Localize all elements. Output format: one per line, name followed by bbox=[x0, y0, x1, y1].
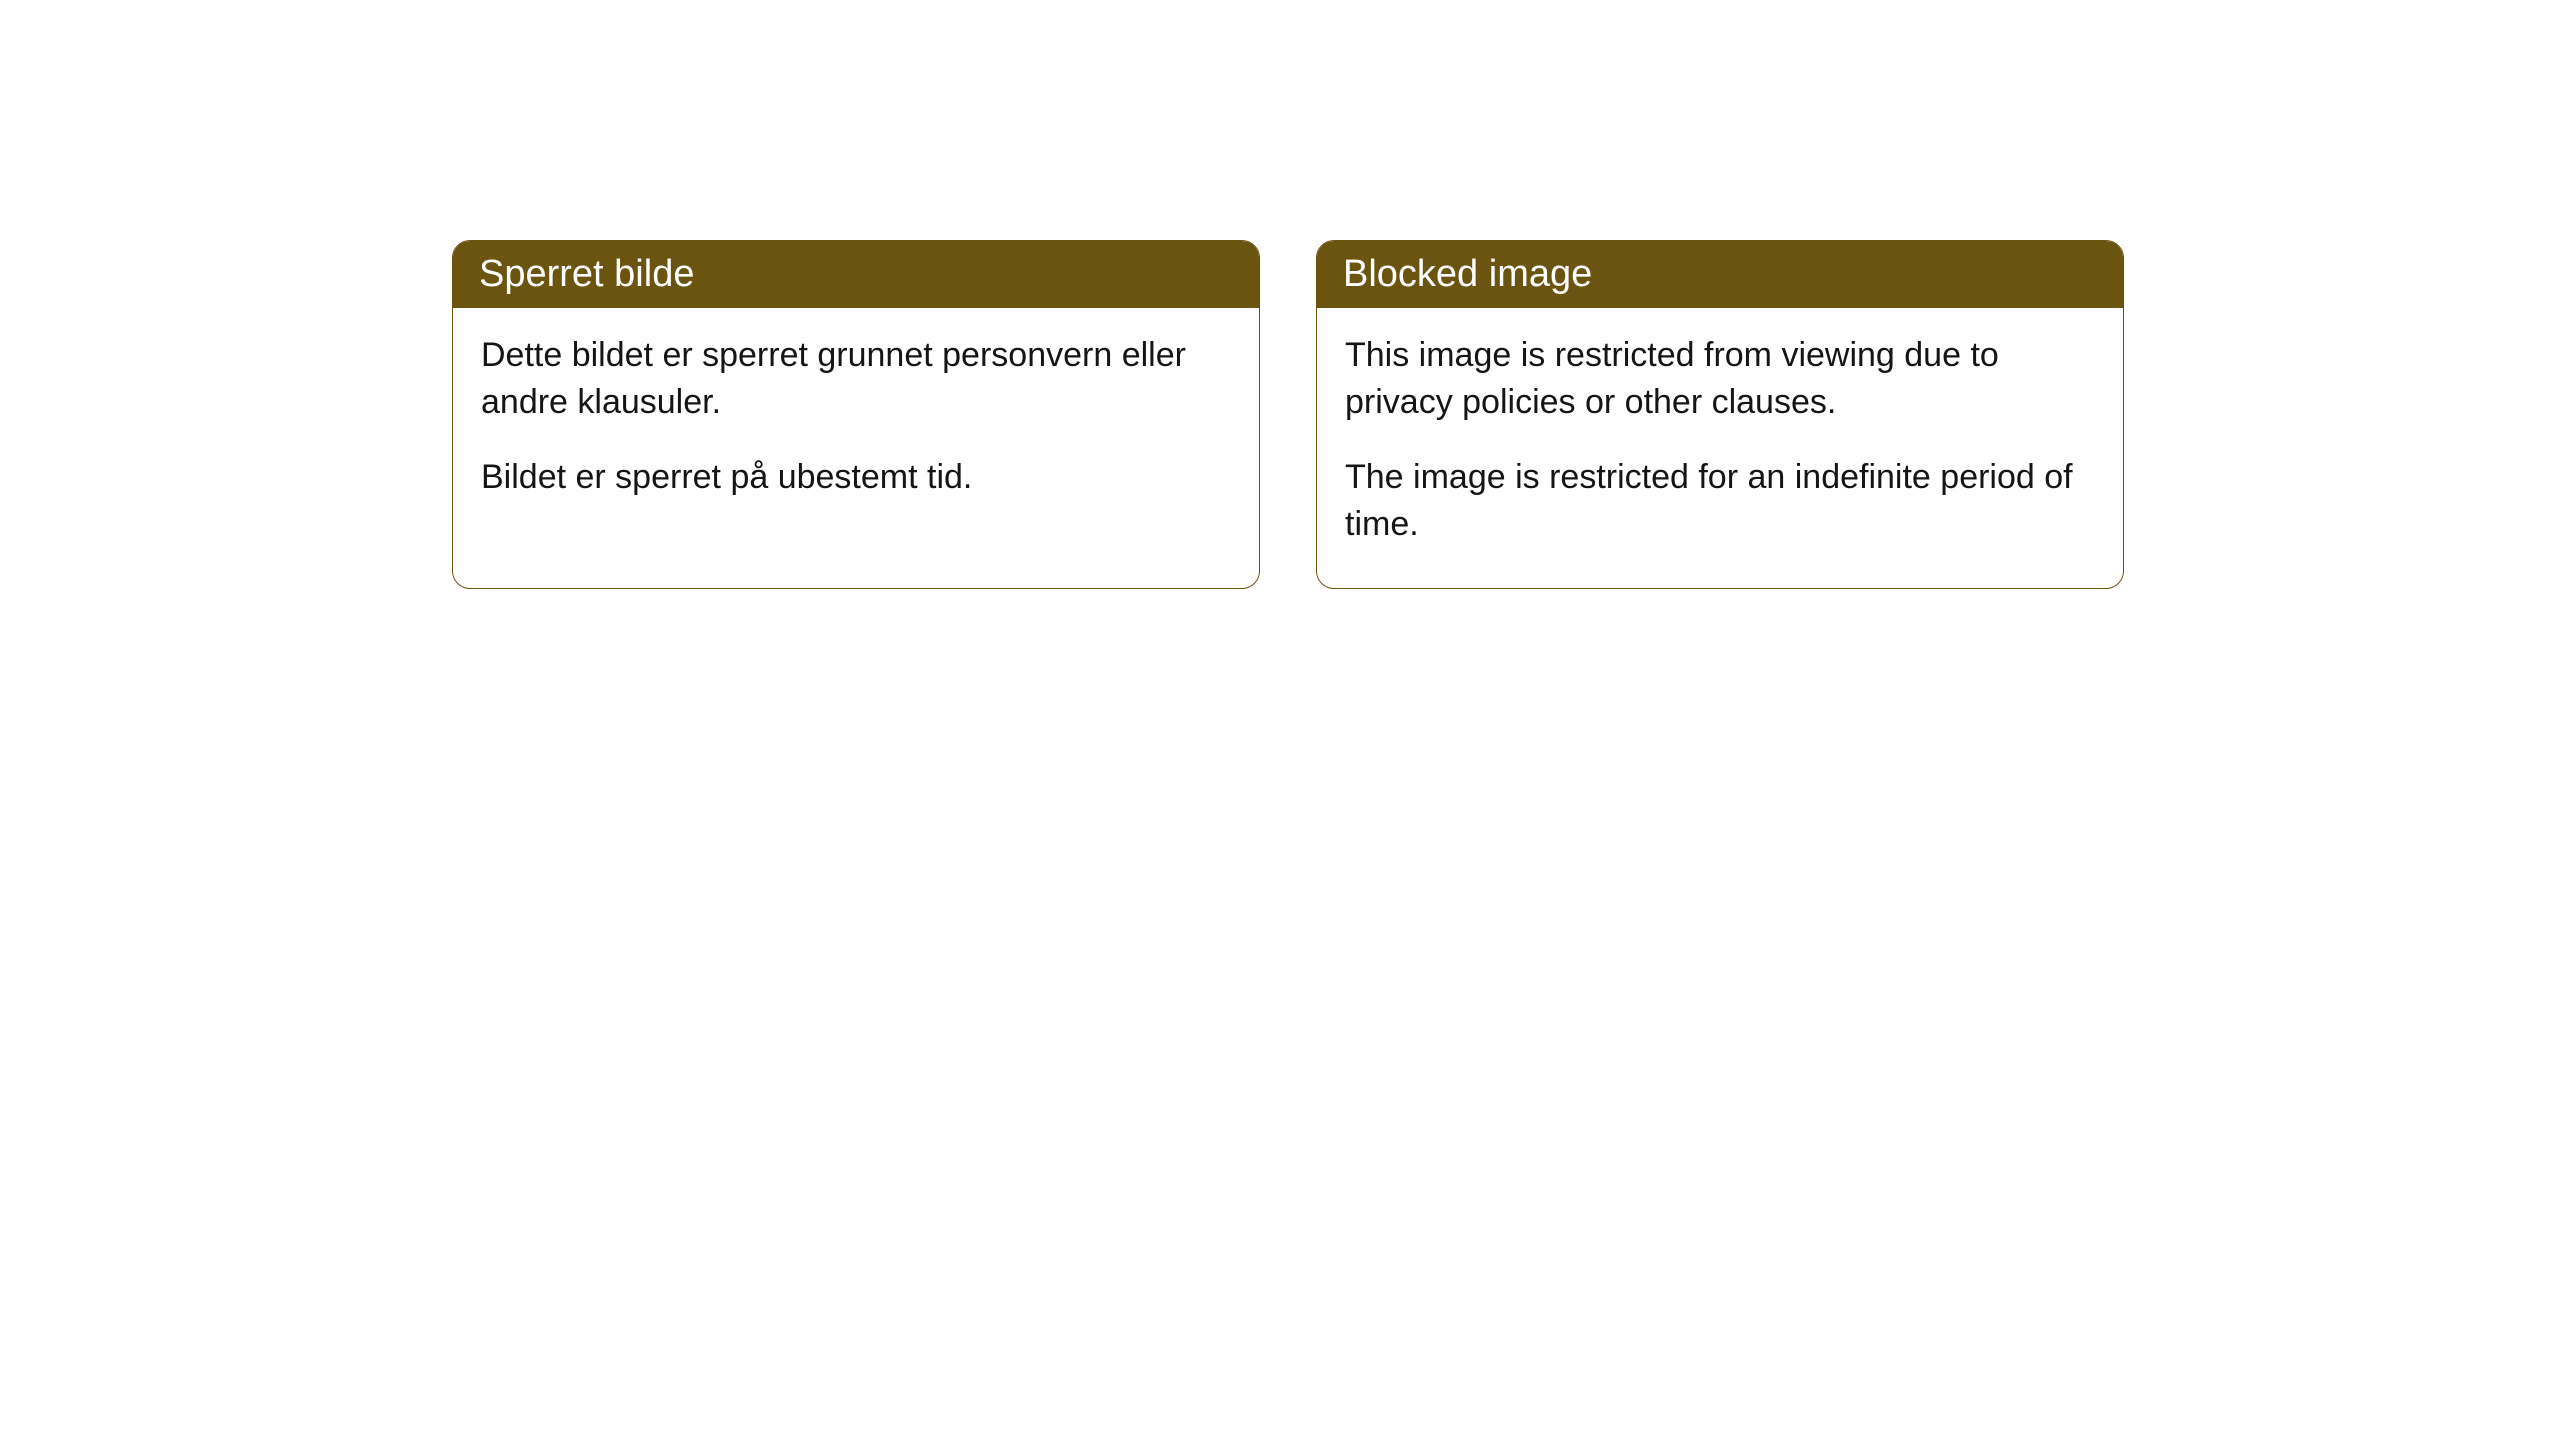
card-paragraph: Bildet er sperret på ubestemt tid. bbox=[481, 454, 1231, 501]
card-paragraph: The image is restricted for an indefinit… bbox=[1345, 454, 2095, 548]
notice-container: Sperret bilde Dette bildet er sperret gr… bbox=[452, 240, 2124, 589]
card-header-en: Blocked image bbox=[1317, 241, 2123, 308]
blocked-image-card-en: Blocked image This image is restricted f… bbox=[1316, 240, 2124, 589]
card-paragraph: This image is restricted from viewing du… bbox=[1345, 332, 2095, 426]
card-body-en: This image is restricted from viewing du… bbox=[1317, 308, 2123, 588]
card-paragraph: Dette bildet er sperret grunnet personve… bbox=[481, 332, 1231, 426]
blocked-image-card-no: Sperret bilde Dette bildet er sperret gr… bbox=[452, 240, 1260, 589]
card-header-no: Sperret bilde bbox=[453, 241, 1259, 308]
card-body-no: Dette bildet er sperret grunnet personve… bbox=[453, 308, 1259, 541]
